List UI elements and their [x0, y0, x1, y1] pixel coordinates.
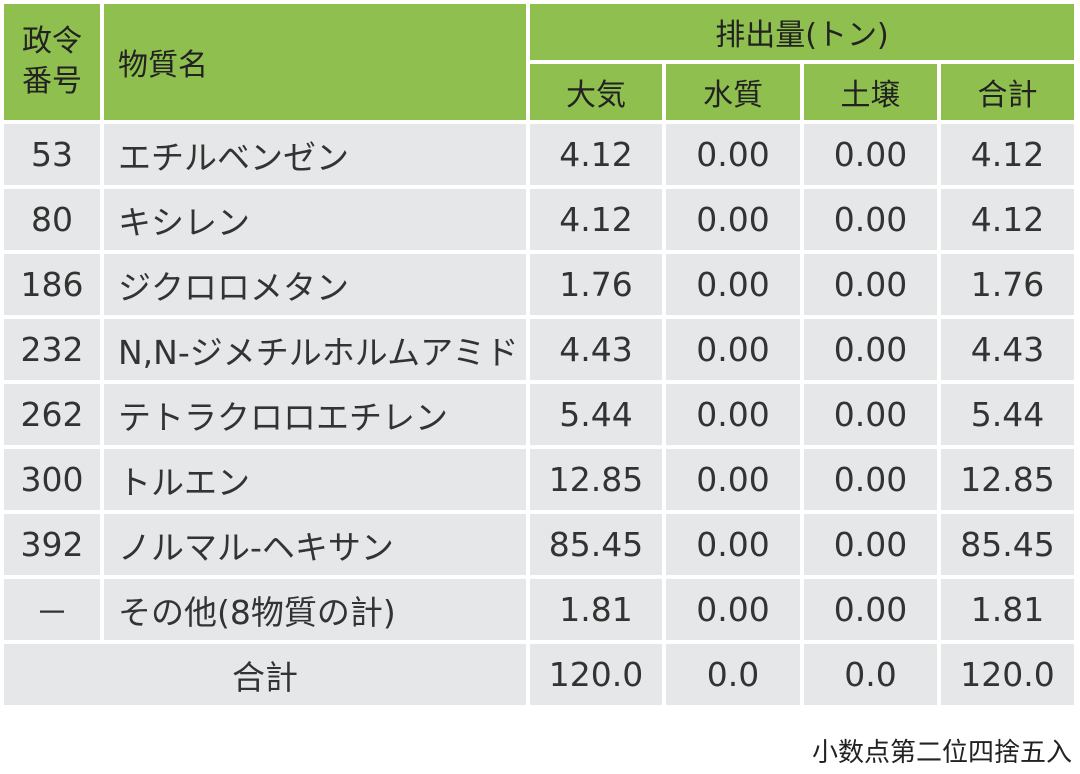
- row-substance: キシレン: [104, 189, 526, 250]
- row-total: 1.76: [941, 254, 1074, 315]
- totals-soil: 0.0: [804, 644, 937, 705]
- table-row: 262 テトラクロロエチレン 5.44 0.00 0.00 5.44: [4, 384, 1074, 445]
- header-air: 大気: [530, 64, 662, 120]
- row-water: 0.00: [666, 514, 800, 575]
- row-air: 12.85: [530, 449, 662, 510]
- table-row: 80 キシレン 4.12 0.00 0.00 4.12: [4, 189, 1074, 250]
- row-air: 4.12: [530, 189, 662, 250]
- row-soil: 0.00: [804, 254, 937, 315]
- row-total: 1.81: [941, 579, 1074, 640]
- totals-water: 0.0: [666, 644, 800, 705]
- row-soil: 0.00: [804, 124, 937, 185]
- row-total: 5.44: [941, 384, 1074, 445]
- row-code: 300: [4, 449, 100, 510]
- row-water: 0.00: [666, 319, 800, 380]
- row-soil: 0.00: [804, 514, 937, 575]
- totals-total: 120.0: [941, 644, 1074, 705]
- row-code: 53: [4, 124, 100, 185]
- row-code: 262: [4, 384, 100, 445]
- row-water: 0.00: [666, 384, 800, 445]
- row-soil: 0.00: [804, 384, 937, 445]
- header-code-line2: 番号: [22, 64, 82, 99]
- header-emission-group: 排出量(トン): [530, 4, 1074, 60]
- row-code: 392: [4, 514, 100, 575]
- row-air: 1.76: [530, 254, 662, 315]
- row-substance: ジクロロメタン: [104, 254, 526, 315]
- row-substance: テトラクロロエチレン: [104, 384, 526, 445]
- row-total: 12.85: [941, 449, 1074, 510]
- header-code: 政令 番号: [4, 4, 100, 120]
- row-water: 0.00: [666, 124, 800, 185]
- row-total: 85.45: [941, 514, 1074, 575]
- row-total: 4.43: [941, 319, 1074, 380]
- row-water: 0.00: [666, 254, 800, 315]
- header-water: 水質: [666, 64, 800, 120]
- table-row: 300 トルエン 12.85 0.00 0.00 12.85: [4, 449, 1074, 510]
- row-air: 4.43: [530, 319, 662, 380]
- table-row: 186 ジクロロメタン 1.76 0.00 0.00 1.76: [4, 254, 1074, 315]
- row-air: 4.12: [530, 124, 662, 185]
- header-soil: 土壌: [804, 64, 937, 120]
- row-soil: 0.00: [804, 579, 937, 640]
- row-water: 0.00: [666, 579, 800, 640]
- totals-row: 合計 120.0 0.0 0.0 120.0: [4, 644, 1074, 705]
- emissions-table: 政令 番号 物質名 排出量(トン) 大気 水質 土壌 合計 53 エチルベンゼン…: [4, 4, 1074, 705]
- row-water: 0.00: [666, 449, 800, 510]
- table-row: － その他(8物質の計) 1.81 0.00 0.00 1.81: [4, 579, 1074, 640]
- row-code: 186: [4, 254, 100, 315]
- row-total: 4.12: [941, 124, 1074, 185]
- row-code: 80: [4, 189, 100, 250]
- header-code-line1: 政令: [22, 24, 82, 59]
- row-substance: その他(8物質の計): [104, 579, 526, 640]
- row-soil: 0.00: [804, 189, 937, 250]
- row-soil: 0.00: [804, 319, 937, 380]
- row-code: 232: [4, 319, 100, 380]
- row-soil: 0.00: [804, 449, 937, 510]
- row-air: 85.45: [530, 514, 662, 575]
- row-substance: ノルマル-ヘキサン: [104, 514, 526, 575]
- row-air: 5.44: [530, 384, 662, 445]
- rounding-note: 小数点第二位四捨五入: [811, 738, 1072, 768]
- table-row: 392 ノルマル-ヘキサン 85.45 0.00 0.00 85.45: [4, 514, 1074, 575]
- row-substance: トルエン: [104, 449, 526, 510]
- row-water: 0.00: [666, 189, 800, 250]
- header-substance-name: 物質名: [104, 4, 526, 120]
- row-code: －: [4, 579, 100, 640]
- totals-label: 合計: [4, 644, 526, 705]
- row-total: 4.12: [941, 189, 1074, 250]
- header-total: 合計: [941, 64, 1074, 120]
- table-row: 232 N,N-ジメチルホルムアミド 4.43 0.00 0.00 4.43: [4, 319, 1074, 380]
- row-substance: N,N-ジメチルホルムアミド: [104, 319, 526, 380]
- row-substance: エチルベンゼン: [104, 124, 526, 185]
- row-air: 1.81: [530, 579, 662, 640]
- totals-air: 120.0: [530, 644, 662, 705]
- table-row: 53 エチルベンゼン 4.12 0.00 0.00 4.12: [4, 124, 1074, 185]
